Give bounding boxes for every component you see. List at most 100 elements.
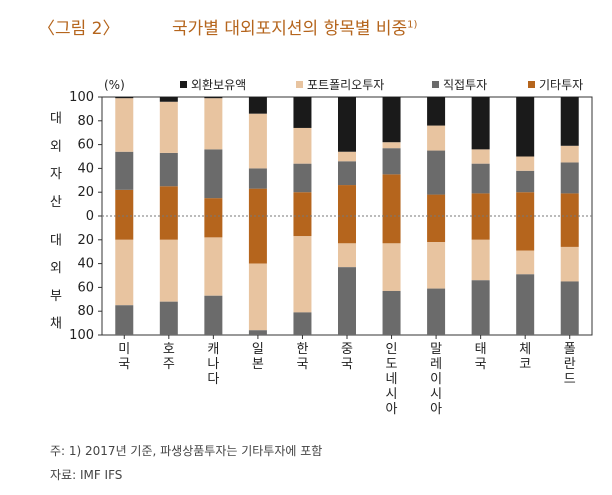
category-label-char: 한: [296, 342, 308, 357]
bar-segment-assets: [427, 97, 446, 126]
bar-segment-liabilities: [115, 216, 134, 240]
bar-segment-assets: [471, 163, 490, 194]
y-tick-label: 80: [77, 114, 94, 129]
bar-segment-assets: [338, 161, 356, 186]
bar-segment-liabilities: [427, 216, 446, 243]
category-label-char: 시: [386, 387, 398, 402]
category-label-char: 폴: [564, 342, 576, 357]
bar-segment-assets: [204, 198, 223, 216]
bar-segment-liabilities: [204, 237, 223, 296]
y-tick-label: 20: [77, 185, 94, 200]
category-label-char: 이: [430, 372, 442, 387]
bar-segment-liabilities: [204, 295, 223, 335]
bar-segment-assets: [516, 156, 535, 171]
bar-segment-liabilities: [560, 281, 579, 335]
bar-segment-assets: [471, 193, 490, 216]
bars-layer: [102, 97, 592, 335]
bar-segment-liabilities: [427, 242, 446, 289]
bar-segment-liabilities: [471, 239, 490, 281]
legend-label: 기타투자: [539, 78, 583, 92]
category-label-char: 국: [475, 357, 487, 372]
bar-segment-assets: [204, 98, 223, 150]
category-label-char: 드: [564, 372, 576, 387]
liabilities-axis-label-char: 대: [50, 233, 62, 248]
category-label-char: 시: [430, 387, 442, 402]
unit-label: (%): [104, 78, 125, 92]
bar-segment-assets: [204, 149, 223, 199]
bar-segment-liabilities: [338, 267, 356, 335]
bar-segment-assets: [338, 185, 356, 216]
bar-segment-assets: [338, 97, 356, 152]
category-label-char: 인: [386, 342, 398, 357]
liabilities-axis-label-char: 채: [50, 317, 62, 332]
bar-segment-liabilities: [516, 216, 535, 251]
figure-label: 〈그림 2〉: [38, 19, 120, 39]
bar-segment-assets: [560, 97, 579, 146]
bar-segment-assets: [382, 142, 401, 149]
bar-segment-assets: [560, 145, 579, 163]
bar-segment-assets: [159, 101, 178, 153]
legend-swatch: [432, 81, 439, 88]
bar-segment-liabilities: [560, 216, 579, 247]
legend: 외환보유액 포트폴리오투자 직접투자 기타투자: [180, 78, 583, 92]
bar-segment-assets: [516, 97, 535, 157]
bar-segment-liabilities: [471, 216, 490, 240]
bar-segment-liabilities: [382, 290, 401, 335]
category-label-char: 나: [207, 357, 219, 372]
category-label-char: 국: [118, 357, 130, 372]
y-tick-label: 100: [69, 328, 94, 343]
chart-title-footnote-mark: 1): [407, 19, 418, 31]
category-label-char: 국: [341, 357, 353, 372]
bar-segment-assets: [516, 192, 535, 216]
bar-segment-liabilities: [560, 246, 579, 282]
bar-segment-assets: [516, 170, 535, 193]
footnote: 주: 1) 2017년 기준, 파생상품투자는 기타투자에 포함: [50, 444, 323, 458]
y-tick-label: 40: [77, 257, 94, 272]
bar-segment-assets: [560, 162, 579, 194]
category-label-char: 미: [118, 342, 130, 357]
bar-segment-liabilities: [293, 312, 312, 335]
category-label-char: 캐: [207, 342, 219, 357]
bar-segment-assets: [427, 125, 446, 151]
bar-segment-liabilities: [204, 216, 223, 238]
bar-segment-assets: [248, 113, 267, 169]
bar-segment-liabilities: [427, 288, 446, 335]
legend-swatch: [528, 81, 535, 88]
bar-segment-liabilities: [115, 305, 134, 335]
category-label-char: 태: [475, 342, 487, 357]
bar-segment-assets: [382, 97, 401, 143]
bar-segment-liabilities: [248, 330, 267, 335]
y-tick-label: 40: [77, 161, 94, 176]
bar-segment-liabilities: [159, 301, 178, 335]
assets-axis-label-char: 산: [50, 195, 62, 210]
legend-label: 직접투자: [443, 78, 487, 92]
bar-segment-assets: [471, 149, 490, 164]
bar-segment-liabilities: [516, 274, 535, 335]
chart-title-text: 국가별 대외포지션의 항목별 비중: [172, 19, 408, 39]
source-note: 자료: IMF IFS: [50, 468, 123, 482]
bar-segment-liabilities: [516, 250, 535, 275]
category-label-char: 국: [296, 357, 308, 372]
bar-segment-assets: [248, 188, 267, 216]
bar-segment-assets: [115, 189, 134, 216]
bar-segment-assets: [427, 194, 446, 216]
assets-axis-label-char: 대: [50, 112, 62, 127]
bar-segment-liabilities: [382, 216, 401, 244]
bar-segment-assets: [560, 193, 579, 216]
chart-title: 국가별 대외포지션의 항목별 비중1): [172, 14, 417, 39]
y-tick-label: 60: [77, 138, 94, 153]
category-label-char: 중: [341, 342, 353, 357]
legend-swatch: [296, 81, 303, 88]
category-label-char: 본: [252, 357, 264, 372]
liabilities-axis-label-char: 부: [50, 289, 62, 304]
bar-segment-liabilities: [293, 216, 312, 237]
category-label-char: 일: [252, 342, 264, 357]
bar-segment-assets: [293, 127, 312, 164]
y-tick-label: 80: [77, 304, 94, 319]
bar-segment-assets: [427, 150, 446, 195]
category-label-char: 체: [519, 342, 531, 357]
bar-segment-assets: [159, 97, 178, 102]
category-label-char: 도: [386, 357, 398, 372]
bar-segment-liabilities: [159, 239, 178, 302]
